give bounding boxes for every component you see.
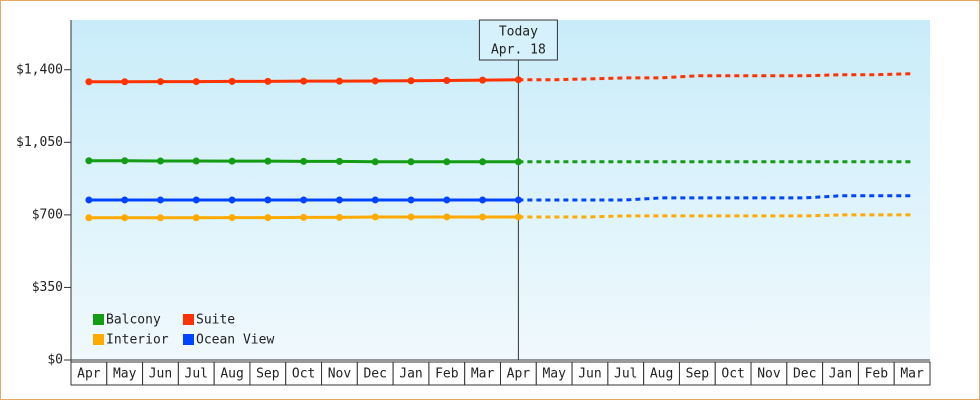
- legend-swatch: [183, 314, 194, 325]
- x-tick-label: Aug: [650, 367, 673, 382]
- point: [228, 77, 236, 85]
- x-tick-label: May: [113, 367, 137, 382]
- point: [228, 214, 236, 222]
- x-tick-cell: [893, 361, 931, 386]
- point: [514, 76, 522, 84]
- x-tick-label: Sep: [686, 367, 710, 382]
- x-tick-label: Feb: [865, 367, 889, 382]
- point: [121, 196, 129, 204]
- point: [192, 214, 200, 222]
- point: [407, 158, 415, 166]
- y-tick-label: $700: [32, 207, 63, 222]
- point: [371, 77, 379, 85]
- x-tick-label: Nov: [328, 367, 352, 382]
- point: [156, 78, 164, 86]
- x-tick-label: Mar: [900, 367, 924, 382]
- point: [85, 214, 93, 222]
- point: [443, 77, 451, 85]
- point: [371, 158, 379, 166]
- x-tick-label: Dec: [363, 367, 386, 382]
- y-tick-label: $1,050: [16, 135, 63, 150]
- point: [443, 196, 451, 204]
- point: [479, 213, 487, 221]
- today-box: [478, 19, 558, 61]
- point: [335, 213, 343, 221]
- x-tick-label: Jan: [829, 367, 852, 382]
- today-title: Today: [499, 25, 538, 40]
- point: [156, 196, 164, 204]
- x-tick-label: Jul: [614, 367, 637, 382]
- legend-label: Suite: [196, 313, 235, 328]
- point: [479, 76, 487, 84]
- x-tick-label: May: [542, 367, 566, 382]
- x-tick-label: Jul: [185, 367, 208, 382]
- point: [335, 196, 343, 204]
- point: [300, 196, 308, 204]
- legend-swatch: [93, 314, 104, 325]
- point: [335, 77, 343, 85]
- point: [264, 214, 272, 222]
- point: [228, 157, 236, 165]
- point: [479, 196, 487, 204]
- x-tick-label: Jun: [149, 367, 172, 382]
- point: [121, 78, 129, 86]
- x-tick-label: Oct: [721, 367, 744, 382]
- point: [228, 196, 236, 204]
- x-tick-label: Dec: [793, 367, 816, 382]
- forecast-line: [518, 213, 913, 219]
- x-tick-label: Jun: [578, 367, 601, 382]
- point: [335, 157, 343, 165]
- point: [514, 213, 522, 221]
- y-tick-label: $350: [32, 280, 63, 295]
- point: [443, 213, 451, 221]
- legend-swatch: [183, 334, 194, 345]
- point: [371, 196, 379, 204]
- y-tick-label: $1,400: [16, 62, 63, 77]
- forecast-line: [518, 72, 913, 82]
- point: [264, 157, 272, 165]
- point: [514, 158, 522, 166]
- point: [192, 196, 200, 204]
- legend-swatch: [93, 334, 104, 345]
- point: [85, 78, 93, 86]
- legend-label: Ocean View: [196, 333, 274, 348]
- point: [156, 214, 164, 222]
- point: [264, 196, 272, 204]
- point: [300, 77, 308, 85]
- point: [121, 214, 129, 222]
- point: [514, 196, 522, 204]
- point: [407, 77, 415, 85]
- x-tick-label: Sep: [256, 367, 280, 382]
- x-tick-label: Apr: [507, 367, 531, 382]
- x-tick-label: Feb: [435, 367, 459, 382]
- point: [121, 157, 129, 165]
- point: [264, 77, 272, 85]
- legend-label: Interior: [106, 333, 169, 348]
- point: [85, 157, 93, 165]
- legend-label: Balcony: [106, 313, 161, 328]
- point: [156, 157, 164, 165]
- point: [192, 157, 200, 165]
- point: [407, 196, 415, 204]
- point: [85, 196, 93, 204]
- x-tick-label: Jan: [399, 367, 422, 382]
- forecast-line: [518, 194, 913, 202]
- plot-area: [71, 20, 930, 360]
- x-tick-label: Apr: [77, 367, 101, 382]
- point: [192, 78, 200, 86]
- x-tick-label: Nov: [757, 367, 781, 382]
- x-tick-label: Mar: [471, 367, 495, 382]
- y-tick-label: $0: [47, 353, 63, 368]
- x-tick-label: Aug: [220, 367, 243, 382]
- point: [443, 158, 451, 166]
- point: [300, 213, 308, 221]
- today-date: Apr. 18: [491, 43, 546, 58]
- point: [479, 158, 487, 166]
- x-tick-label: Oct: [292, 367, 315, 382]
- point: [300, 157, 308, 165]
- point: [407, 213, 415, 221]
- point: [371, 213, 379, 221]
